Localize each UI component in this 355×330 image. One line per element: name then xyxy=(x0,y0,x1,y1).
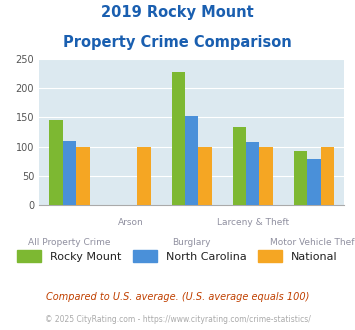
Text: All Property Crime: All Property Crime xyxy=(28,238,111,247)
Bar xyxy=(307,159,321,205)
Bar xyxy=(185,116,198,205)
Legend: Rocky Mount, North Carolina, National: Rocky Mount, North Carolina, National xyxy=(11,245,344,267)
Bar xyxy=(76,147,90,205)
Text: © 2025 CityRating.com - https://www.cityrating.com/crime-statistics/: © 2025 CityRating.com - https://www.city… xyxy=(45,315,310,324)
Bar xyxy=(171,72,185,205)
Text: 2019 Rocky Mount: 2019 Rocky Mount xyxy=(101,5,254,20)
Text: Larceny & Theft: Larceny & Theft xyxy=(217,218,289,227)
Text: Property Crime Comparison: Property Crime Comparison xyxy=(63,35,292,50)
Bar xyxy=(49,120,63,205)
Bar xyxy=(198,147,212,205)
Bar xyxy=(294,151,307,205)
Bar xyxy=(246,142,260,205)
Bar xyxy=(233,127,246,205)
Bar xyxy=(63,141,76,205)
Text: Motor Vehicle Theft: Motor Vehicle Theft xyxy=(270,238,355,247)
Text: Burglary: Burglary xyxy=(173,238,211,247)
Bar xyxy=(137,147,151,205)
Bar xyxy=(260,147,273,205)
Text: Arson: Arson xyxy=(118,218,143,227)
Bar xyxy=(321,147,334,205)
Text: Compared to U.S. average. (U.S. average equals 100): Compared to U.S. average. (U.S. average … xyxy=(46,292,309,302)
